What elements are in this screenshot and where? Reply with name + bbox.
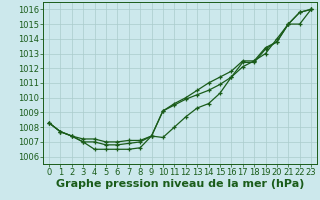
X-axis label: Graphe pression niveau de la mer (hPa): Graphe pression niveau de la mer (hPa) xyxy=(56,179,304,189)
